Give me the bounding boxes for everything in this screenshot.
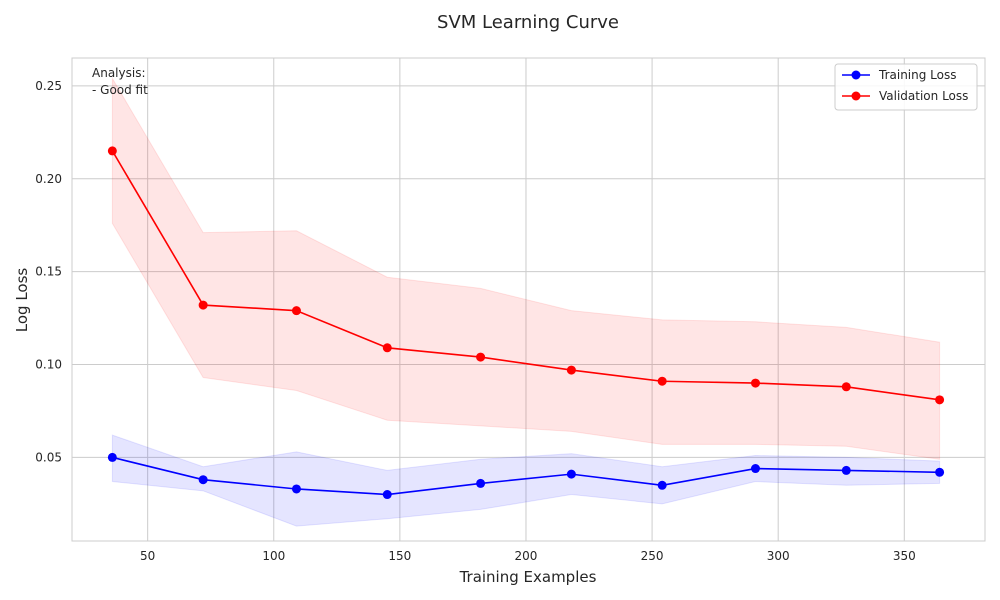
confidence-bands bbox=[111, 76, 941, 527]
legend-label-training: Training Loss bbox=[878, 68, 956, 82]
point-series-1-5 bbox=[566, 365, 576, 375]
point-series-0-7 bbox=[750, 464, 760, 474]
plot-area bbox=[71, 57, 986, 542]
x-tick-label-200: 200 bbox=[515, 549, 538, 563]
x-tick-label-250: 250 bbox=[641, 549, 664, 563]
point-series-1-3 bbox=[382, 343, 392, 353]
point-series-1-2 bbox=[291, 306, 301, 316]
point-series-0-3 bbox=[382, 490, 392, 500]
y-tick-label-4: 0.25 bbox=[35, 79, 62, 93]
point-series-1-6 bbox=[657, 376, 667, 386]
grid bbox=[72, 58, 985, 541]
point-series-1-1 bbox=[198, 300, 208, 310]
point-series-0-4 bbox=[476, 478, 486, 488]
point-series-1-8 bbox=[841, 382, 851, 392]
chart-title: SVM Learning Curve bbox=[437, 12, 619, 33]
point-series-1-0 bbox=[107, 146, 117, 156]
annotation-line-2: - Good fit bbox=[92, 83, 148, 97]
annotation-line-1: Analysis: bbox=[92, 66, 145, 80]
line-series-0 bbox=[112, 456, 940, 496]
point-series-0-1 bbox=[198, 475, 208, 485]
point-series-0-9 bbox=[935, 467, 945, 477]
x-axis-title: Training Examples bbox=[459, 568, 597, 586]
x-tick-label-50: 50 bbox=[140, 549, 155, 563]
point-series-0-2 bbox=[291, 484, 301, 494]
legend: Training Loss Validation Loss bbox=[834, 63, 978, 111]
point-series-0-6 bbox=[657, 480, 667, 490]
legend-label-validation: Validation Loss bbox=[879, 89, 968, 103]
x-tick-label-100: 100 bbox=[262, 549, 285, 563]
analysis-annotation: Analysis: - Good fit bbox=[92, 66, 148, 97]
band-series-0 bbox=[111, 434, 941, 527]
legend-marker-training bbox=[851, 70, 861, 80]
y-tick-label-1: 0.10 bbox=[35, 358, 62, 372]
y-tick-label-3: 0.20 bbox=[35, 172, 62, 186]
line-series-1 bbox=[111, 150, 940, 401]
point-series-1-9 bbox=[935, 395, 945, 405]
tick-labels: 50 100 150 200 250 300 350 0.05 0.10 0.15 0.20 0.25 bbox=[35, 79, 915, 563]
y-tick-label-2: 0.15 bbox=[35, 265, 62, 279]
point-series-1-4 bbox=[476, 352, 486, 362]
point-series-1-7 bbox=[750, 378, 760, 388]
band-series-1 bbox=[111, 76, 941, 460]
y-tick-label-0: 0.05 bbox=[35, 450, 62, 464]
x-tick-label-350: 350 bbox=[893, 549, 916, 563]
point-series-0-5 bbox=[566, 469, 576, 479]
series-points bbox=[107, 146, 945, 500]
point-series-0-8 bbox=[841, 465, 851, 475]
series-lines bbox=[111, 150, 940, 496]
point-series-0-0 bbox=[107, 452, 117, 462]
x-tick-label-300: 300 bbox=[767, 549, 790, 563]
legend-marker-validation bbox=[851, 91, 861, 101]
y-axis-title: Log Loss bbox=[13, 268, 31, 333]
legend-box bbox=[834, 63, 978, 111]
x-tick-label-150: 150 bbox=[388, 549, 411, 563]
